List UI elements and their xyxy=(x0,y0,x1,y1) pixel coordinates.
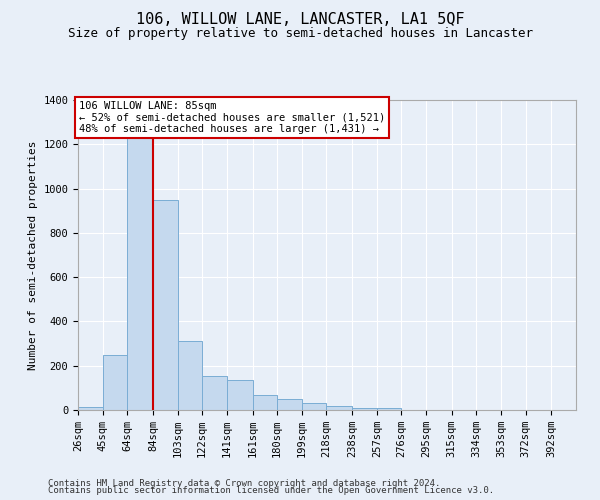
Text: Contains HM Land Registry data © Crown copyright and database right 2024.: Contains HM Land Registry data © Crown c… xyxy=(48,478,440,488)
Bar xyxy=(227,380,253,410)
Y-axis label: Number of semi-detached properties: Number of semi-detached properties xyxy=(28,140,38,370)
Text: Contains public sector information licensed under the Open Government Licence v3: Contains public sector information licen… xyxy=(48,486,494,495)
Bar xyxy=(326,406,352,410)
Bar xyxy=(103,354,127,410)
Text: Size of property relative to semi-detached houses in Lancaster: Size of property relative to semi-detach… xyxy=(67,28,533,40)
Bar xyxy=(302,404,326,410)
Bar xyxy=(377,408,401,410)
Bar xyxy=(202,376,227,410)
Bar xyxy=(178,342,202,410)
Text: 106, WILLOW LANE, LANCASTER, LA1 5QF: 106, WILLOW LANE, LANCASTER, LA1 5QF xyxy=(136,12,464,28)
Text: 106 WILLOW LANE: 85sqm
← 52% of semi-detached houses are smaller (1,521)
48% of : 106 WILLOW LANE: 85sqm ← 52% of semi-det… xyxy=(79,101,385,134)
Bar xyxy=(153,200,178,410)
Bar xyxy=(127,136,153,410)
Bar xyxy=(78,406,103,410)
Bar xyxy=(277,399,302,410)
Bar xyxy=(253,394,277,410)
Bar xyxy=(352,408,377,410)
